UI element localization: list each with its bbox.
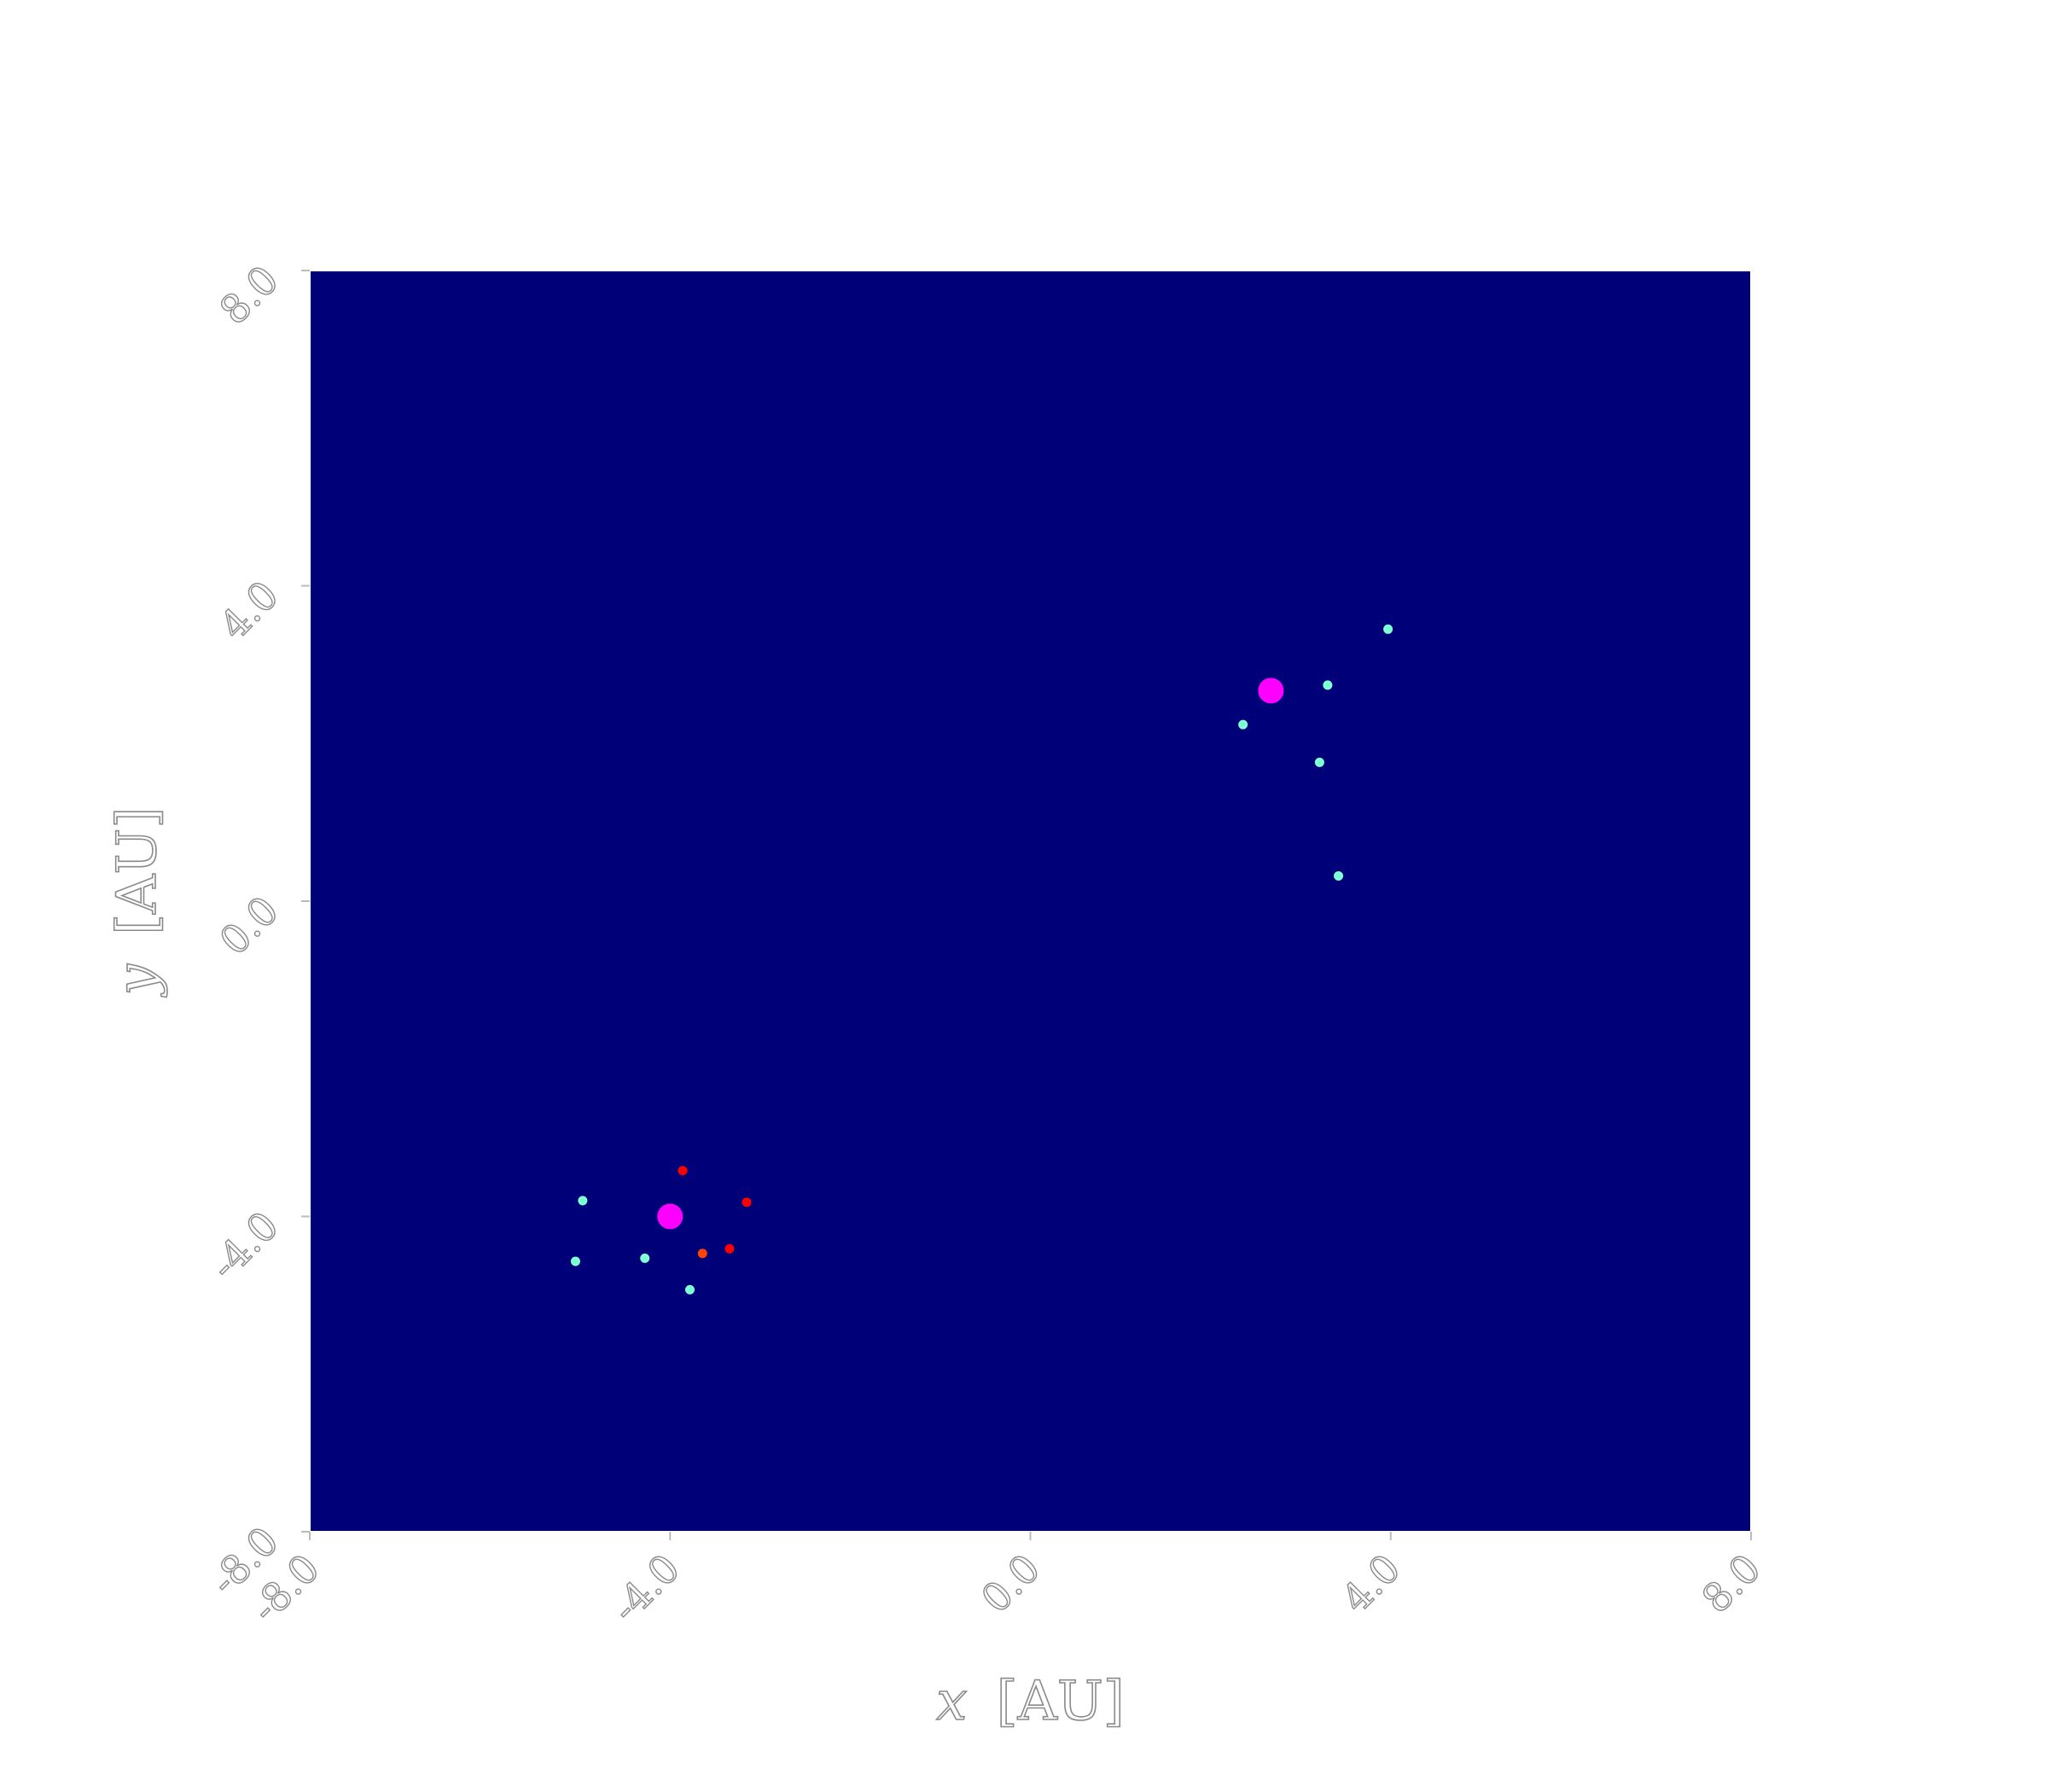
body-point xyxy=(724,1243,735,1254)
x-axis-label-unit: [AU] xyxy=(997,1670,1125,1733)
y-axis-label-unit: [AU] xyxy=(106,807,169,935)
x-tick-label: -4.0 xyxy=(602,1545,689,1632)
body-point xyxy=(1314,757,1324,767)
body-point xyxy=(1334,870,1344,881)
body-point xyxy=(678,1166,688,1176)
plot-area xyxy=(309,270,1752,1533)
star-point xyxy=(1258,678,1284,704)
data-points xyxy=(570,624,1393,1295)
x-axis-label: x [AU] xyxy=(936,1670,1125,1733)
body-point xyxy=(640,1253,650,1263)
y-tick-label: 8.0 xyxy=(211,257,288,334)
body-point xyxy=(742,1197,752,1207)
body-point xyxy=(578,1196,588,1206)
y-tick-label: 4.0 xyxy=(211,572,288,649)
y-tick-label: -4.0 xyxy=(201,1202,288,1289)
x-tick-label: 0.0 xyxy=(972,1545,1049,1622)
y-axis-label: y [AU] xyxy=(106,807,169,998)
x-tick-label: 4.0 xyxy=(1333,1545,1410,1622)
body-point xyxy=(684,1284,695,1295)
body-point xyxy=(570,1256,580,1266)
body-point xyxy=(1383,624,1393,634)
y-axis-label-variable: y xyxy=(106,963,169,998)
x-axis-label-variable: x xyxy=(936,1670,967,1733)
star-point xyxy=(657,1203,684,1230)
body-point xyxy=(697,1248,707,1259)
x-tick-label: 8.0 xyxy=(1693,1545,1770,1622)
body-point xyxy=(1238,719,1248,730)
y-tick-label: 0.0 xyxy=(211,887,288,964)
body-point xyxy=(1323,680,1333,690)
